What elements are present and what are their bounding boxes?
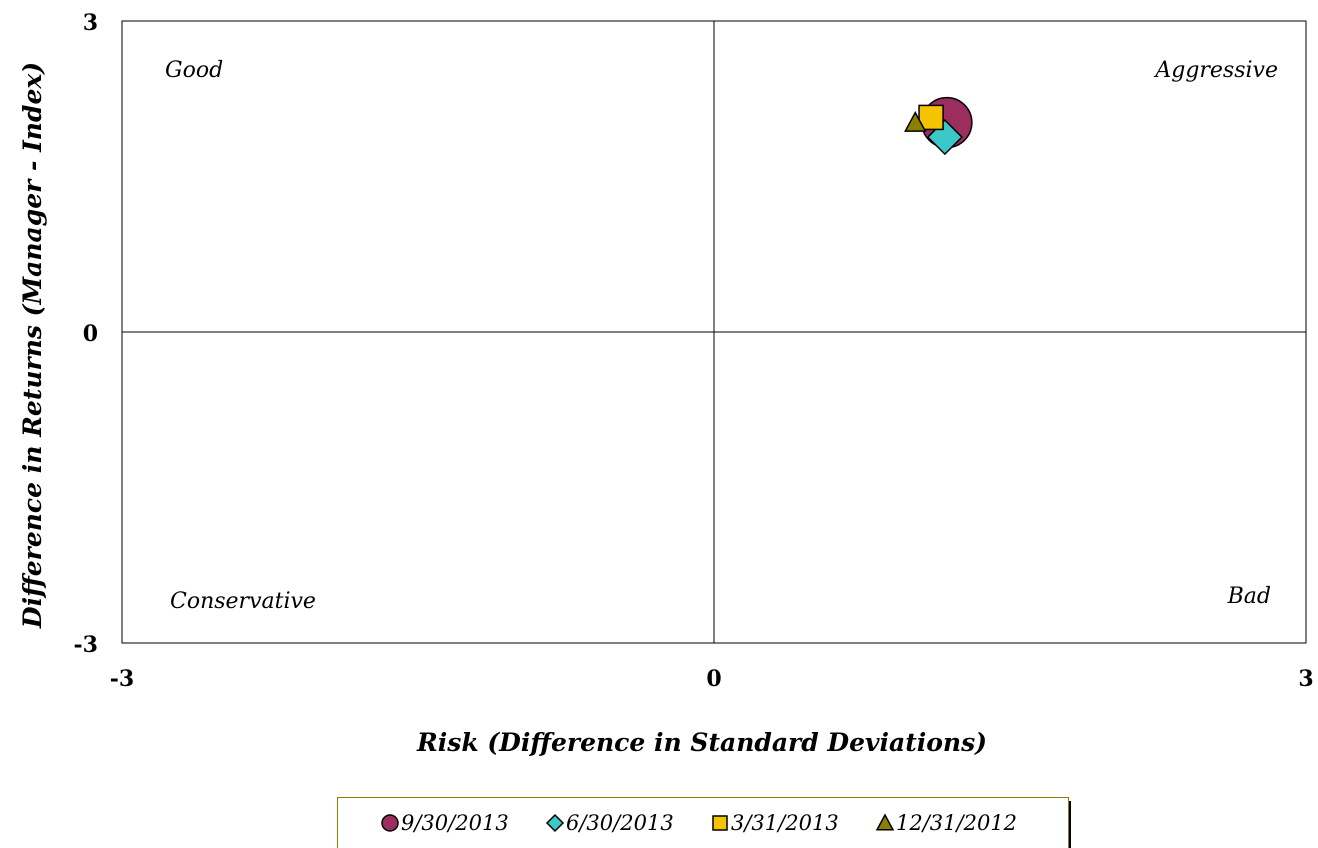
quadrant-label-conservative: Conservative: [170, 589, 316, 614]
y-axis-title: Difference in Returns (Manager - Index): [18, 62, 47, 629]
x-tick-label-left: -3: [110, 666, 134, 692]
data-points: [904, 96, 973, 156]
quadrant-label-aggressive: Aggressive: [1153, 58, 1278, 83]
legend-marker-triangle: [875, 813, 895, 831]
quadrant-label-bad: Bad: [1227, 584, 1271, 609]
legend-items: 9/30/2013 6/30/2013 3/31/2013 12/31/2012: [381, 811, 1017, 835]
legend-marker-circle: [381, 814, 399, 832]
x-tick-label-middle: 0: [706, 666, 721, 692]
data-point-square-2: [918, 104, 944, 131]
legend-marker-diamond: [545, 813, 565, 833]
quadrant-label-good: Good: [165, 58, 223, 83]
legend-label: 9/30/2013: [401, 811, 509, 835]
legend-marker-square: [712, 815, 728, 831]
x-tick-label-right: 3: [1298, 666, 1313, 692]
y-tick-label-top: 3: [83, 10, 98, 36]
legend-label: 12/31/2012: [896, 811, 1017, 835]
legend: 9/30/2013 6/30/2013 3/31/2013 12/31/2012: [337, 797, 1071, 848]
legend-label: 6/30/2013: [566, 811, 674, 835]
y-tick-label-middle: 0: [83, 321, 98, 347]
x-axis-title: Risk (Difference in Standard Deviations): [416, 728, 987, 757]
legend-label: 3/31/2013: [731, 811, 839, 835]
y-tick-label-bottom: -3: [74, 632, 98, 658]
legend-box: [337, 797, 1069, 848]
data-point-triangle-3: [904, 111, 927, 132]
